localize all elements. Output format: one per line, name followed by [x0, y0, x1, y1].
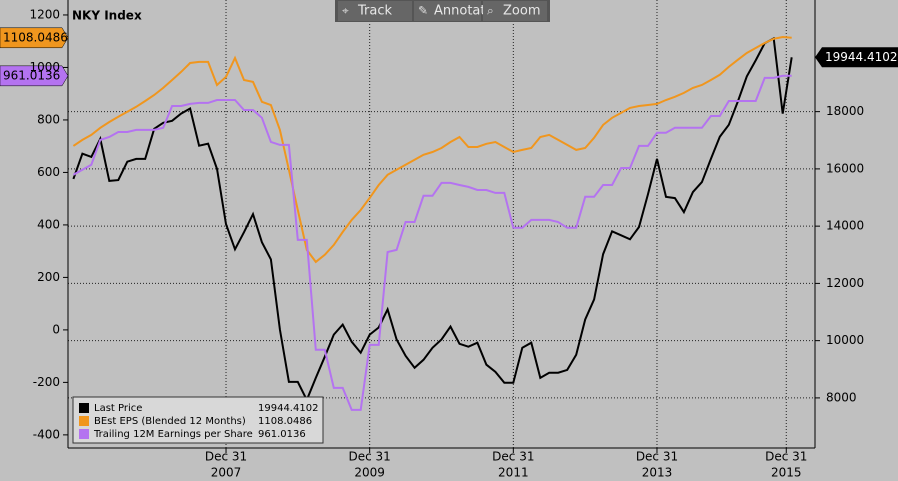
series-line: [72, 35, 792, 264]
x-tick-label: Dec 31: [636, 450, 678, 464]
x-tick-sublabel: 2011: [498, 466, 529, 480]
chart-title: NKY Index: [72, 9, 142, 23]
y-tick-label: 600: [37, 165, 60, 179]
x-tick-sublabel: 2007: [211, 466, 242, 480]
toolbar-icon: ✎: [418, 4, 428, 18]
x-tick-label: Dec 31: [205, 450, 247, 464]
y-tick-label: 200: [37, 270, 60, 284]
value-tag-label: 19944.4102: [825, 50, 898, 64]
legend-swatch: [79, 429, 89, 439]
toolbar-button-label[interactable]: Annotate: [434, 4, 493, 19]
x-tick-sublabel: 2013: [642, 466, 673, 480]
y-tick-label: 1000: [29, 60, 60, 74]
series-line: [72, 74, 792, 411]
y2-tick-label: 18000: [826, 104, 864, 118]
toolbar-icon: ⌕: [487, 4, 494, 18]
y-tick-label: 0: [52, 322, 60, 336]
y2-tick-label: 12000: [826, 276, 864, 290]
toolbar-button[interactable]: [414, 1, 481, 21]
x-tick-sublabel: 2015: [771, 466, 802, 480]
legend-box: [72, 396, 324, 444]
x-tick-label: Dec 31: [349, 450, 391, 464]
value-tag: [0, 65, 69, 87]
legend-swatch: [79, 403, 89, 413]
y-tick-label: -200: [33, 375, 60, 389]
toolbar-icon: ⌖: [342, 4, 349, 18]
value-tag: [815, 47, 898, 68]
series-line: [72, 36, 793, 403]
y2-tick-label: 14000: [826, 219, 864, 233]
toolbar-button[interactable]: [483, 1, 547, 21]
y2-tick-label: 8000: [826, 390, 857, 404]
value-tag: [0, 27, 69, 49]
legend-value: 1108.0486: [258, 416, 312, 427]
toolbar-button-label[interactable]: Zoom: [503, 4, 540, 19]
legend-label: Last Price: [94, 403, 142, 414]
x-tick-label: Dec 31: [765, 450, 807, 464]
y-tick-label: 1200: [29, 7, 60, 21]
y-tick-label: -400: [33, 427, 60, 441]
y2-tick-label: 10000: [826, 333, 864, 347]
value-tag-label: 961.0136: [3, 68, 60, 82]
y-tick-label: 400: [37, 217, 60, 231]
legend-label: Trailing 12M Earnings per Share: [93, 429, 253, 440]
toolbar-button[interactable]: [338, 1, 412, 21]
value-tag-label: 1108.0486: [3, 30, 68, 44]
legend-label: BEst EPS (Blended 12 Months): [94, 416, 246, 427]
legend-value: 961.0136: [258, 429, 306, 440]
x-tick-sublabel: 2009: [354, 466, 385, 480]
y-tick-label: 800: [37, 112, 60, 126]
x-tick-label: Dec 31: [492, 450, 534, 464]
toolbar-button-label[interactable]: Track: [357, 4, 392, 19]
legend-swatch: [79, 416, 89, 426]
y2-tick-label: 16000: [826, 161, 864, 175]
legend-value: 19944.4102: [258, 403, 318, 414]
